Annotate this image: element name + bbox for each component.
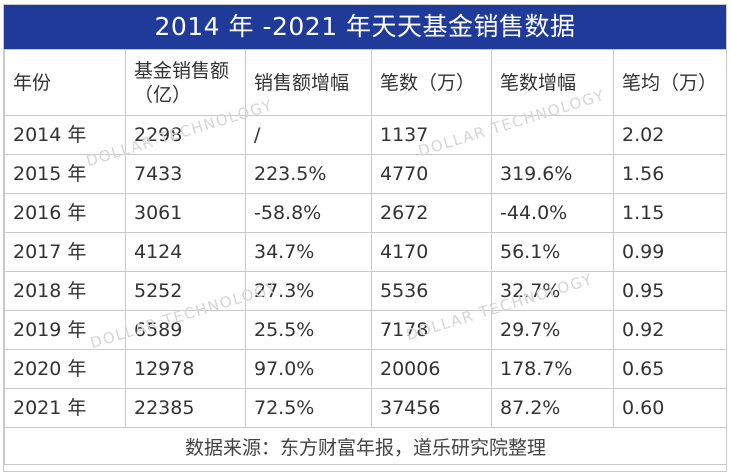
cell-transaction-count: 37456 (371, 388, 492, 428)
source-note: 数据来源：东方财富年报，道乐研究院整理 (4, 427, 727, 465)
cell-sales-amount: 6589 (125, 310, 246, 350)
cell-average: 0.99 (613, 232, 727, 272)
header-sales-growth: 销售额增幅 (245, 49, 372, 116)
cell-sales-amount: 12978 (125, 349, 246, 389)
cell-average: 2.02 (613, 115, 727, 155)
cell-average: 0.60 (613, 388, 727, 428)
cell-transaction-count: 4170 (371, 232, 492, 272)
cell-sales-amount: 4124 (125, 232, 246, 272)
table-row: 2017 年 4124 34.7% 4170 56.1% 0.99 (4, 232, 727, 272)
table-row: 2020 年 12978 97.0% 20006 178.7% 0.65 (4, 349, 727, 389)
cell-year: 2019 年 (4, 310, 126, 350)
cell-transaction-count: 2672 (371, 193, 492, 233)
header-count-growth: 笔数增幅 (491, 49, 614, 116)
cell-year: 2018 年 (4, 271, 126, 311)
cell-sales-growth: 34.7% (245, 232, 372, 272)
cell-sales-growth: / (245, 115, 372, 155)
sales-data-table: 年份 基金销售额（亿） 销售额增幅 笔数（万） 笔数增幅 笔均（万） 2014 … (4, 49, 727, 465)
cell-year: 2015 年 (4, 154, 126, 194)
cell-sales-amount: 7433 (125, 154, 246, 194)
cell-average: 0.95 (613, 271, 727, 311)
footer-row: 数据来源：东方财富年报，道乐研究院整理 (4, 427, 727, 465)
cell-count-growth: 29.7% (491, 310, 614, 350)
cell-transaction-count: 4770 (371, 154, 492, 194)
cell-year: 2014 年 (4, 115, 126, 155)
cell-sales-amount: 5252 (125, 271, 246, 311)
cell-transaction-count: 7178 (371, 310, 492, 350)
table-row: 2019 年 6589 25.5% 7178 29.7% 0.92 (4, 310, 727, 350)
data-table-card: 2014 年 -2021 年天天基金销售数据 年份 基金销售额（亿） 销售额增幅… (3, 4, 727, 472)
cell-sales-amount: 22385 (125, 388, 246, 428)
cell-sales-growth: 27.3% (245, 271, 372, 311)
cell-sales-growth: 97.0% (245, 349, 372, 389)
table-row: 2014 年 2298 / 1137 2.02 (4, 115, 727, 155)
table-row: 2018 年 5252 27.3% 5536 32.7% 0.95 (4, 271, 727, 311)
cell-sales-amount: 3061 (125, 193, 246, 233)
table-row: 2015 年 7433 223.5% 4770 319.6% 1.56 (4, 154, 727, 194)
cell-average: 0.65 (613, 349, 727, 389)
header-average-per-transaction: 笔均（万） (613, 49, 727, 116)
cell-year: 2017 年 (4, 232, 126, 272)
cell-sales-amount: 2298 (125, 115, 246, 155)
cell-sales-growth: -58.8% (245, 193, 372, 233)
header-transaction-count: 笔数（万） (371, 49, 492, 116)
cell-year: 2021 年 (4, 388, 126, 428)
cell-sales-growth: 223.5% (245, 154, 372, 194)
cell-year: 2016 年 (4, 193, 126, 233)
cell-average: 0.92 (613, 310, 727, 350)
header-row: 年份 基金销售额（亿） 销售额增幅 笔数（万） 笔数增幅 笔均（万） (4, 49, 727, 116)
table-row: 2016 年 3061 -58.8% 2672 -44.0% 1.15 (4, 193, 727, 233)
cell-count-growth: -44.0% (491, 193, 614, 233)
cell-average: 1.56 (613, 154, 727, 194)
cell-year: 2020 年 (4, 349, 126, 389)
cell-count-growth (491, 115, 614, 155)
cell-count-growth: 56.1% (491, 232, 614, 272)
table-title: 2014 年 -2021 年天天基金销售数据 (4, 5, 726, 49)
cell-transaction-count: 20006 (371, 349, 492, 389)
cell-count-growth: 319.6% (491, 154, 614, 194)
cell-count-growth: 32.7% (491, 271, 614, 311)
cell-sales-growth: 25.5% (245, 310, 372, 350)
cell-sales-growth: 72.5% (245, 388, 372, 428)
cell-average: 1.15 (613, 193, 727, 233)
header-sales-amount: 基金销售额（亿） (125, 49, 246, 116)
cell-transaction-count: 1137 (371, 115, 492, 155)
cell-count-growth: 178.7% (491, 349, 614, 389)
table-row: 2021 年 22385 72.5% 37456 87.2% 0.60 (4, 388, 727, 428)
header-year: 年份 (4, 49, 126, 116)
cell-count-growth: 87.2% (491, 388, 614, 428)
cell-transaction-count: 5536 (371, 271, 492, 311)
